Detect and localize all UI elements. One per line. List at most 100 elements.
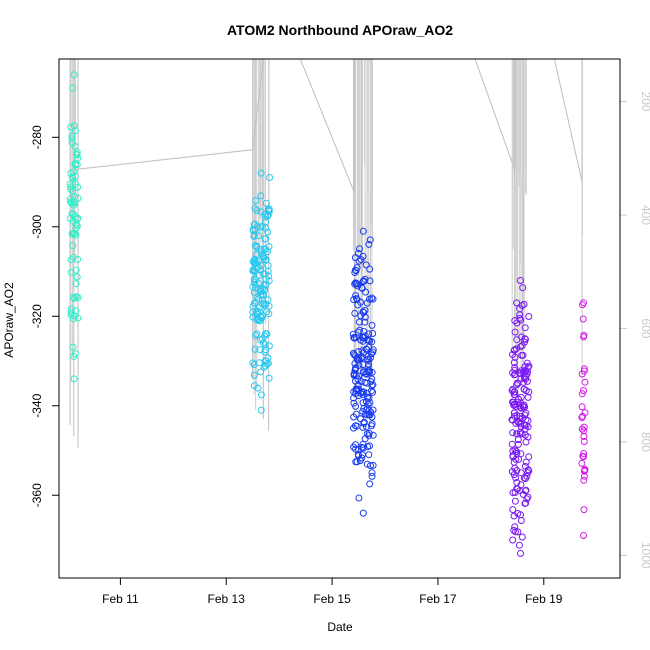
data-point xyxy=(253,330,261,338)
data-point xyxy=(362,345,370,353)
data-point xyxy=(363,393,371,401)
data-point xyxy=(265,207,273,215)
data-point xyxy=(262,256,270,264)
data-point xyxy=(251,204,259,212)
x-tick-label: Feb 13 xyxy=(208,592,246,606)
data-point xyxy=(578,403,586,411)
data-point xyxy=(265,272,272,280)
data-point xyxy=(259,339,267,347)
data-point xyxy=(257,406,265,414)
data-point xyxy=(578,414,586,422)
data-point xyxy=(265,243,273,250)
data-point xyxy=(580,427,588,435)
data-point xyxy=(517,420,524,428)
data-point xyxy=(70,375,78,383)
data-point xyxy=(353,422,361,430)
data-point xyxy=(67,123,75,131)
data-point xyxy=(522,416,530,424)
data-point xyxy=(71,173,79,180)
data-point xyxy=(368,338,376,346)
data-point xyxy=(359,361,367,369)
data-point xyxy=(262,213,269,221)
secondary-tick-label: 1000 xyxy=(639,542,650,569)
data-point xyxy=(522,387,530,395)
data-point xyxy=(511,464,519,472)
data-point xyxy=(257,391,265,399)
data-point xyxy=(261,332,269,340)
data-point xyxy=(249,258,257,266)
data-point xyxy=(521,324,529,332)
data-point xyxy=(365,407,373,415)
data-point xyxy=(511,346,519,354)
data-point xyxy=(351,334,358,342)
data-point xyxy=(512,419,520,427)
data-point xyxy=(257,208,265,216)
data-point xyxy=(524,393,532,401)
data-point xyxy=(67,305,75,313)
data-point xyxy=(74,255,82,263)
data-point xyxy=(349,330,357,338)
data-point xyxy=(364,443,372,451)
data-point xyxy=(365,240,373,248)
data-point xyxy=(366,236,374,244)
axes: Feb 11 Feb 13 Feb 15 Feb 17 Feb 19 -280 -300 -3… xyxy=(30,92,650,606)
data-point xyxy=(260,363,268,371)
data-point xyxy=(518,342,526,350)
data-point xyxy=(352,458,360,466)
data-point xyxy=(517,277,524,284)
x-tick-label: Feb 11 xyxy=(102,592,139,606)
data-point xyxy=(72,224,80,232)
chart-title: ATOM2 Northbound APOraw_AO2 xyxy=(227,22,453,38)
data-point xyxy=(353,295,360,303)
data-point xyxy=(249,266,257,274)
data-point xyxy=(263,308,271,316)
data-point xyxy=(263,330,271,338)
data-point xyxy=(359,509,367,517)
data-point xyxy=(257,192,265,200)
data-point xyxy=(251,345,259,353)
data-point xyxy=(260,281,268,289)
data-point xyxy=(359,337,367,345)
data-point xyxy=(358,454,366,462)
data-point xyxy=(72,307,80,315)
data-point xyxy=(359,399,367,407)
data-point xyxy=(353,264,361,272)
data-point xyxy=(510,412,518,420)
data-point xyxy=(511,388,519,396)
secondary-tick-label: 400 xyxy=(639,205,650,225)
data-point xyxy=(366,399,374,407)
data-point xyxy=(513,430,521,438)
data-point xyxy=(513,381,521,389)
data-point xyxy=(69,343,77,351)
data-point xyxy=(580,299,587,307)
data-point xyxy=(580,367,588,375)
data-points xyxy=(66,71,589,557)
data-point xyxy=(509,447,517,455)
data-point xyxy=(366,265,374,273)
data-point xyxy=(509,398,517,406)
data-point xyxy=(509,489,517,497)
data-point xyxy=(257,169,265,177)
data-point xyxy=(510,512,518,520)
data-point xyxy=(352,292,360,300)
data-point xyxy=(73,161,81,169)
data-point xyxy=(68,230,76,238)
data-point xyxy=(67,199,75,207)
data-point xyxy=(578,459,586,467)
y-axis-label: APOraw_AO2 xyxy=(2,282,16,358)
data-point xyxy=(254,384,262,392)
data-point xyxy=(358,284,366,292)
data-point xyxy=(67,268,75,276)
y-tick-label: -360 xyxy=(30,483,44,507)
data-point xyxy=(357,312,365,320)
data-point xyxy=(359,444,367,452)
data-point xyxy=(517,343,524,351)
data-point xyxy=(351,309,359,317)
data-point xyxy=(580,423,588,431)
data-point xyxy=(255,232,263,240)
data-point xyxy=(361,313,369,321)
data-point xyxy=(367,378,375,386)
data-point xyxy=(67,256,75,264)
data-point xyxy=(522,375,530,383)
